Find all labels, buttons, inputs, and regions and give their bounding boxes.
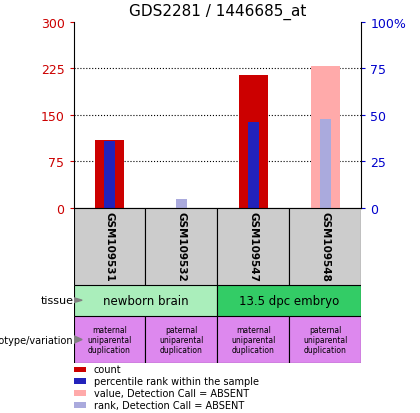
FancyBboxPatch shape bbox=[218, 285, 361, 316]
Bar bbox=[239, 75, 268, 209]
Text: tissue: tissue bbox=[40, 295, 74, 306]
Text: percentile rank within the sample: percentile rank within the sample bbox=[94, 376, 259, 386]
Text: GSM109532: GSM109532 bbox=[176, 212, 186, 282]
Text: value, Detection Call = ABSENT: value, Detection Call = ABSENT bbox=[94, 388, 249, 398]
Text: paternal
uniparental
duplication: paternal uniparental duplication bbox=[303, 325, 347, 354]
FancyBboxPatch shape bbox=[218, 209, 289, 285]
FancyBboxPatch shape bbox=[218, 316, 289, 363]
Text: count: count bbox=[94, 364, 121, 374]
Title: GDS2281 / 1446685_at: GDS2281 / 1446685_at bbox=[129, 4, 306, 20]
Text: 13.5 dpc embryo: 13.5 dpc embryo bbox=[239, 294, 339, 307]
Bar bbox=[176, 199, 187, 209]
FancyBboxPatch shape bbox=[74, 316, 145, 363]
FancyBboxPatch shape bbox=[145, 316, 218, 363]
FancyBboxPatch shape bbox=[74, 367, 87, 372]
Text: newborn brain: newborn brain bbox=[102, 294, 188, 307]
Bar bbox=[95, 140, 124, 209]
Bar bbox=[104, 142, 115, 209]
FancyBboxPatch shape bbox=[74, 379, 87, 384]
Text: GSM109547: GSM109547 bbox=[248, 212, 258, 282]
FancyBboxPatch shape bbox=[289, 209, 361, 285]
Polygon shape bbox=[74, 336, 82, 344]
FancyBboxPatch shape bbox=[74, 209, 145, 285]
Bar bbox=[320, 119, 331, 209]
Text: GSM109548: GSM109548 bbox=[320, 212, 330, 282]
Polygon shape bbox=[74, 298, 82, 303]
Bar bbox=[311, 67, 340, 209]
Text: maternal
uniparental
duplication: maternal uniparental duplication bbox=[87, 325, 131, 354]
FancyBboxPatch shape bbox=[289, 316, 361, 363]
Text: GSM109531: GSM109531 bbox=[105, 212, 115, 282]
Bar bbox=[248, 123, 259, 209]
FancyBboxPatch shape bbox=[145, 209, 218, 285]
Text: rank, Detection Call = ABSENT: rank, Detection Call = ABSENT bbox=[94, 400, 244, 410]
FancyBboxPatch shape bbox=[74, 402, 87, 408]
Text: paternal
uniparental
duplication: paternal uniparental duplication bbox=[159, 325, 204, 354]
FancyBboxPatch shape bbox=[74, 390, 87, 396]
FancyBboxPatch shape bbox=[74, 285, 218, 316]
Text: maternal
uniparental
duplication: maternal uniparental duplication bbox=[231, 325, 276, 354]
Text: genotype/variation: genotype/variation bbox=[0, 335, 74, 345]
